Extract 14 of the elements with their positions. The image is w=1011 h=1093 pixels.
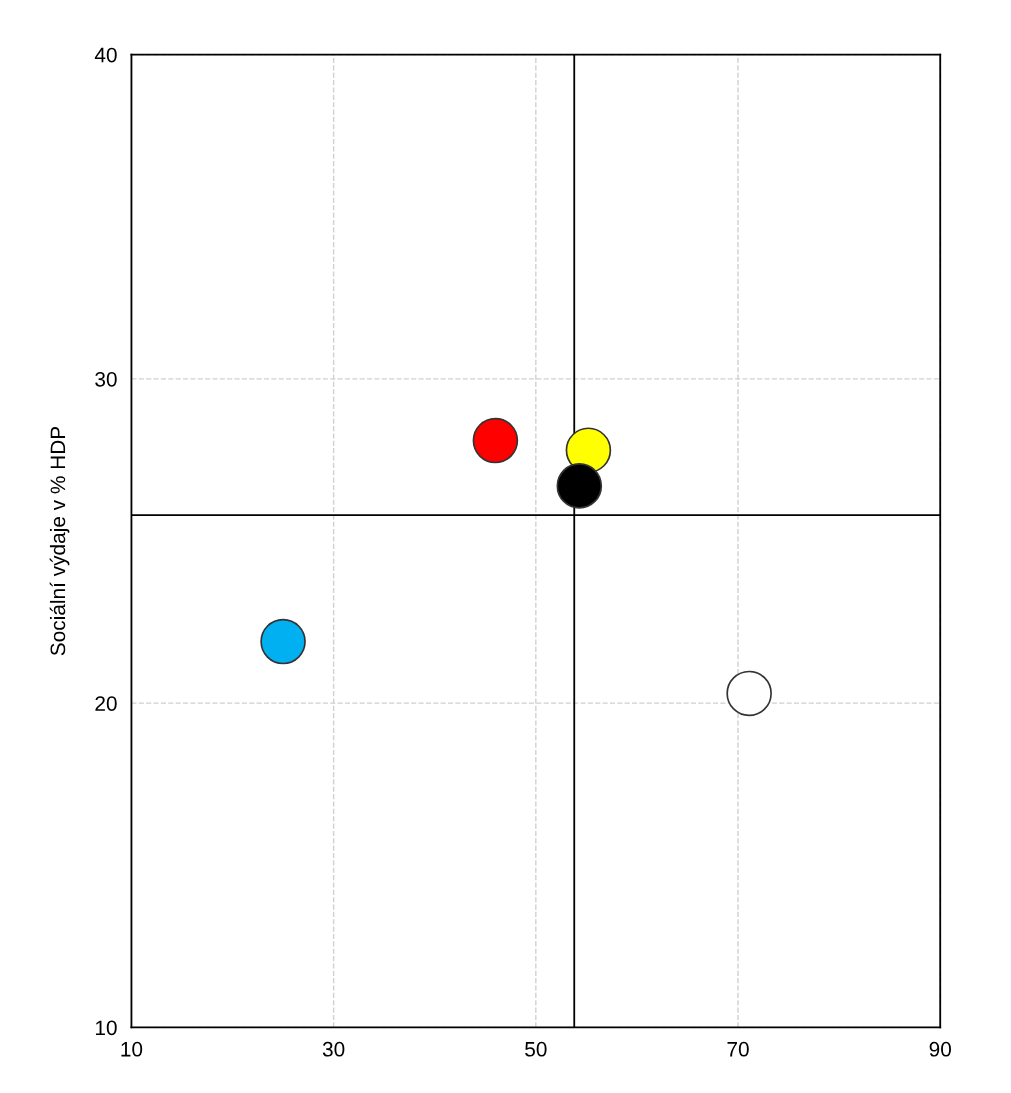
x-tick-label: 10	[121, 1041, 143, 1057]
y-axis-title: Sociální výdaje v % HDP	[49, 426, 70, 656]
y-tick-label: 10	[95, 1020, 117, 1036]
x-tick-label: 30	[322, 1041, 345, 1057]
point	[556, 463, 603, 509]
x-tick-label: 50	[525, 1041, 547, 1057]
y-tick-label: 20	[95, 696, 117, 711]
x-tick-label: 70	[727, 1041, 749, 1057]
y-tick-label: 30	[95, 371, 117, 387]
point	[726, 670, 772, 717]
x-tick-label: 90	[929, 1041, 951, 1057]
y-tick-label: 40	[94, 47, 117, 63]
point	[260, 618, 306, 665]
point	[472, 417, 519, 464]
